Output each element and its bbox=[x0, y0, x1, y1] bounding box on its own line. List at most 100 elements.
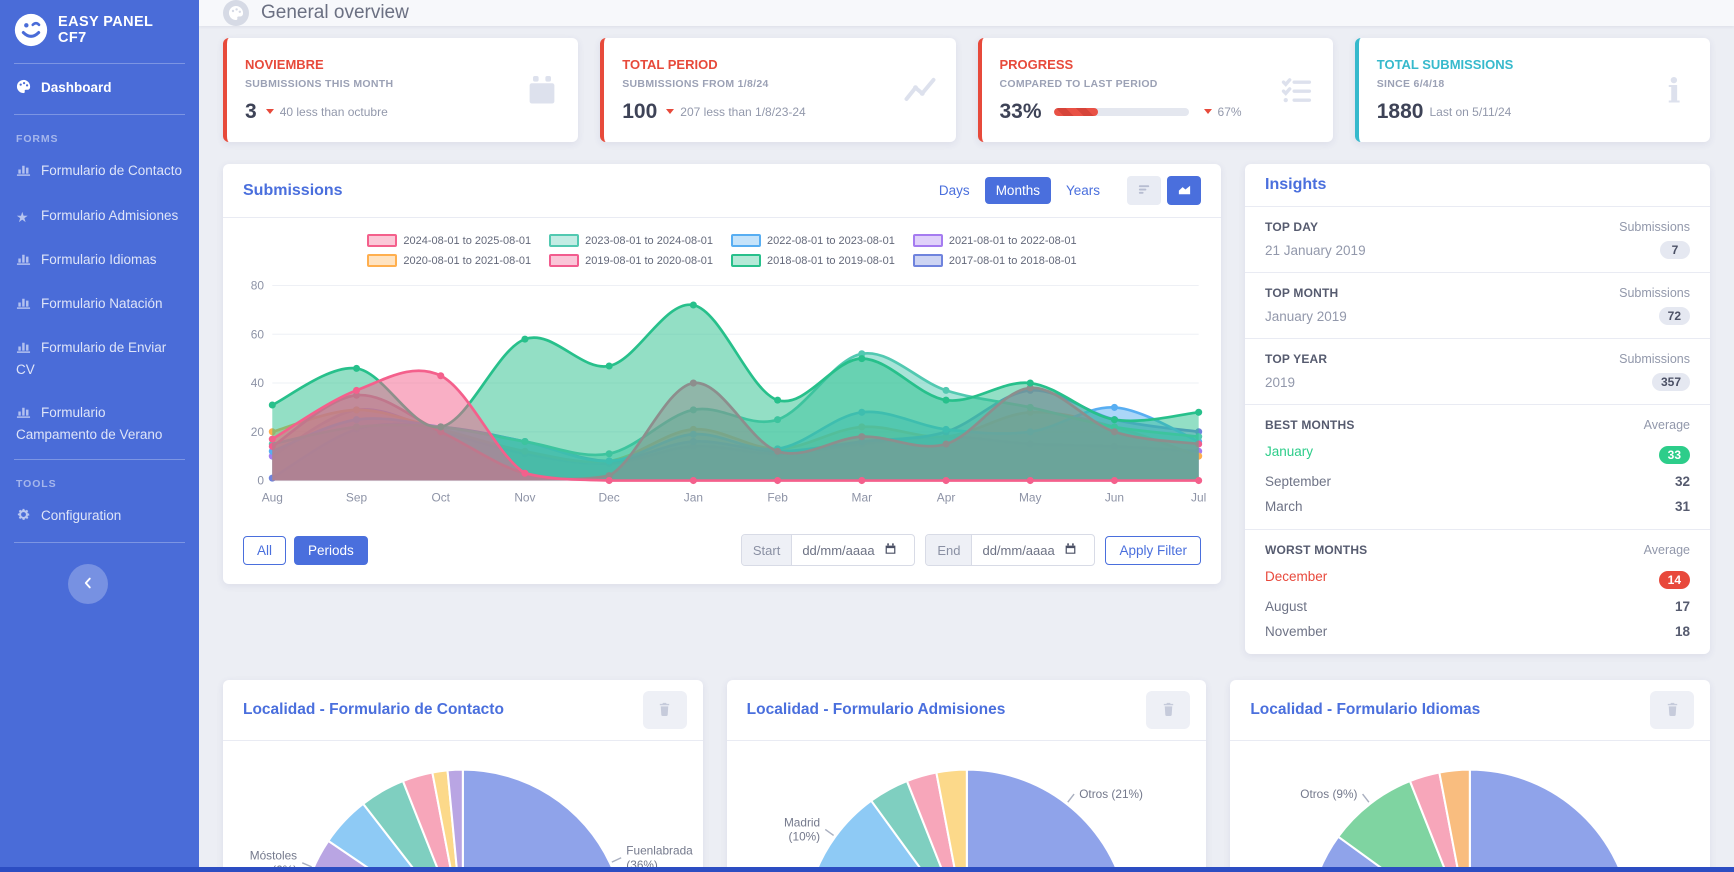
stat-subtitle: SINCE 6/4/18 bbox=[1376, 77, 1445, 90]
stat-title: TOTAL PERIOD bbox=[622, 56, 718, 72]
bar-chart-toggle-button[interactable] bbox=[1127, 176, 1161, 205]
pie-slice[interactable] bbox=[1438, 768, 1472, 872]
periods-filter-button[interactable]: Periods bbox=[294, 535, 368, 565]
calendar-picker-icon[interactable] bbox=[884, 542, 897, 558]
checklist-icon bbox=[1277, 72, 1315, 108]
progress-bar bbox=[1053, 107, 1189, 116]
sidebar-item-formulario-de-contacto[interactable]: Formulario de Contacto bbox=[0, 150, 199, 194]
legend-label: 2020-08-01 to 2021-08-01 bbox=[403, 254, 532, 267]
pie-slice-otros[interactable] bbox=[965, 768, 1125, 872]
legend-label: 2019-08-01 to 2020-08-01 bbox=[585, 254, 713, 267]
sidebar-item-configuration[interactable]: Configuration bbox=[0, 495, 199, 539]
locality-card-admisiones: Localidad - Formulario Admisiones Otros … bbox=[726, 680, 1207, 872]
legend-label: 2017-08-01 to 2018-08-01 bbox=[948, 254, 1077, 267]
range-button-months[interactable]: Months bbox=[984, 177, 1051, 204]
legend-swatch bbox=[912, 234, 943, 247]
pie-chart-contacto: Fuenlabrada(36%)Móstoles(6%) bbox=[250, 768, 693, 872]
pie-slice[interactable] bbox=[1469, 768, 1633, 872]
legend-item[interactable]: 2024-08-01 to 2025-08-01 bbox=[367, 234, 531, 247]
delete-widget-button[interactable] bbox=[642, 691, 687, 729]
sidebar-item-label: Configuration bbox=[41, 508, 122, 523]
month-stat-row: September 32 bbox=[1265, 469, 1690, 494]
sidebar-item-formulario-de-enviar-cv[interactable]: Formulario de Enviar CV bbox=[0, 327, 199, 392]
chevron-left-icon bbox=[81, 576, 95, 593]
legend-item[interactable]: 2017-08-01 to 2018-08-01 bbox=[912, 254, 1077, 267]
legend-swatch bbox=[367, 234, 398, 247]
sidebar-collapse-button[interactable] bbox=[68, 564, 108, 605]
insight-right-label: Submissions bbox=[1619, 352, 1690, 366]
stat-subtitle: COMPARED TO LAST PERIOD bbox=[999, 77, 1158, 90]
range-button-days[interactable]: Days bbox=[928, 177, 981, 204]
legend-item[interactable]: 2018-08-01 to 2019-08-01 bbox=[731, 254, 895, 267]
stat-title: NOVIEMBRE bbox=[245, 56, 324, 72]
insight-value: January 2019 bbox=[1265, 309, 1347, 324]
range-button-years[interactable]: Years bbox=[1055, 177, 1111, 204]
sidebar-item-label: Formulario Campamento de Verano bbox=[16, 404, 163, 442]
star-icon: ★ bbox=[16, 208, 29, 225]
pie-slice-madrid[interactable] bbox=[812, 799, 967, 872]
month-name: January bbox=[1265, 444, 1314, 459]
end-date-label: End bbox=[926, 535, 973, 566]
all-filter-button[interactable]: All bbox=[243, 535, 287, 565]
pie-slice-label: Otros (21%) bbox=[1079, 787, 1143, 801]
insight-value: 2019 bbox=[1265, 375, 1296, 390]
start-date-input[interactable]: dd/mm/aaaa bbox=[792, 535, 914, 565]
insight-heading: TOP MONTH bbox=[1265, 286, 1339, 300]
sidebar-item-formulario-admisiones[interactable]: ★ Formulario Admisiones bbox=[0, 195, 199, 239]
brand[interactable]: EASY PANEL CF7 bbox=[0, 0, 199, 60]
stat-card-progress: PROGRESS COMPARED TO LAST PERIOD 33% 67% bbox=[977, 38, 1333, 142]
submissions-panel: Submissions Days Months Years bbox=[223, 164, 1221, 585]
insight-value: 21 January 2019 bbox=[1265, 243, 1366, 258]
delete-widget-button[interactable] bbox=[1146, 691, 1191, 729]
locality-title: Localidad - Formulario Idiomas bbox=[1250, 701, 1481, 718]
insights-panel: Insights TOP DAY 21 January 2019 Submiss… bbox=[1245, 164, 1710, 654]
calendar-picker-icon[interactable] bbox=[1064, 542, 1077, 558]
apply-filter-button[interactable]: Apply Filter bbox=[1105, 535, 1201, 565]
stat-delta: 67% bbox=[1217, 104, 1242, 119]
bar-chart-icon bbox=[16, 295, 32, 316]
legend-item[interactable]: 2021-08-01 to 2022-08-01 bbox=[912, 234, 1077, 247]
pie-slice-otros[interactable] bbox=[1337, 779, 1471, 872]
stat-card-noviembre: NOVIEMBRE SUBMISSIONS THIS MONTH 3 40 le… bbox=[223, 38, 579, 142]
svg-text:Sep: Sep bbox=[346, 490, 368, 504]
end-date-placeholder: dd/mm/aaaa bbox=[982, 542, 1055, 558]
pie-slice[interactable] bbox=[446, 768, 464, 872]
legend-label: 2024-08-01 to 2025-08-01 bbox=[403, 234, 532, 247]
sidebar-item-formulario-natacion[interactable]: Formulario Natación bbox=[0, 283, 199, 327]
sidebar-item-formulario-idiomas[interactable]: Formulario Idiomas bbox=[0, 239, 199, 283]
chart-legend: 2024-08-01 to 2025-08-01 2023-08-01 to 20… bbox=[307, 234, 1137, 267]
legend-label: 2021-08-01 to 2022-08-01 bbox=[948, 234, 1077, 247]
legend-item[interactable]: 2023-08-01 to 2024-08-01 bbox=[549, 234, 713, 247]
brand-logo-icon bbox=[14, 13, 48, 47]
area-chart-toggle-button[interactable] bbox=[1167, 176, 1201, 205]
sidebar-item-label: Formulario de Enviar CV bbox=[16, 340, 167, 378]
panel-title: Submissions bbox=[243, 181, 343, 199]
end-date-input[interactable]: dd/mm/aaaa bbox=[972, 535, 1094, 565]
svg-text:Apr: Apr bbox=[937, 490, 956, 504]
legend-item[interactable]: 2020-08-01 to 2021-08-01 bbox=[367, 254, 531, 267]
svg-text:Jul: Jul bbox=[1191, 490, 1206, 504]
sidebar-item-dashboard[interactable]: Dashboard bbox=[0, 67, 199, 111]
locality-card-contacto: Localidad - Formulario de Contacto Fuenl… bbox=[223, 680, 703, 872]
insight-heading: TOP DAY bbox=[1265, 220, 1319, 234]
stat-delta: 40 less than octubre bbox=[279, 104, 388, 119]
sidebar-item-formulario-campamento-de-verano[interactable]: Formulario Campamento de Verano bbox=[0, 392, 199, 457]
trash-icon bbox=[1161, 701, 1176, 720]
sidebar-divider bbox=[14, 114, 185, 116]
gear-icon bbox=[16, 507, 32, 528]
svg-text:Nov: Nov bbox=[514, 490, 535, 504]
legend-item[interactable]: 2019-08-01 to 2020-08-01 bbox=[549, 254, 713, 267]
delete-widget-button[interactable] bbox=[1650, 691, 1695, 729]
sidebar-divider bbox=[14, 63, 185, 64]
month-value: 32 bbox=[1674, 474, 1690, 489]
pie-slice-fuenlabrada[interactable] bbox=[461, 768, 626, 872]
pie-slice[interactable] bbox=[934, 768, 968, 872]
range-toggle: Days Months Years bbox=[928, 177, 1111, 204]
legend-item[interactable]: 2022-08-01 to 2023-08-01 bbox=[731, 234, 895, 247]
down-arrow-icon bbox=[265, 109, 274, 114]
palette-icon bbox=[16, 79, 32, 100]
svg-text:Dec: Dec bbox=[599, 490, 620, 504]
sidebar: EASY PANEL CF7 Dashboard FORMS Formulari… bbox=[0, 0, 199, 872]
area-chart-icon bbox=[1177, 182, 1192, 200]
